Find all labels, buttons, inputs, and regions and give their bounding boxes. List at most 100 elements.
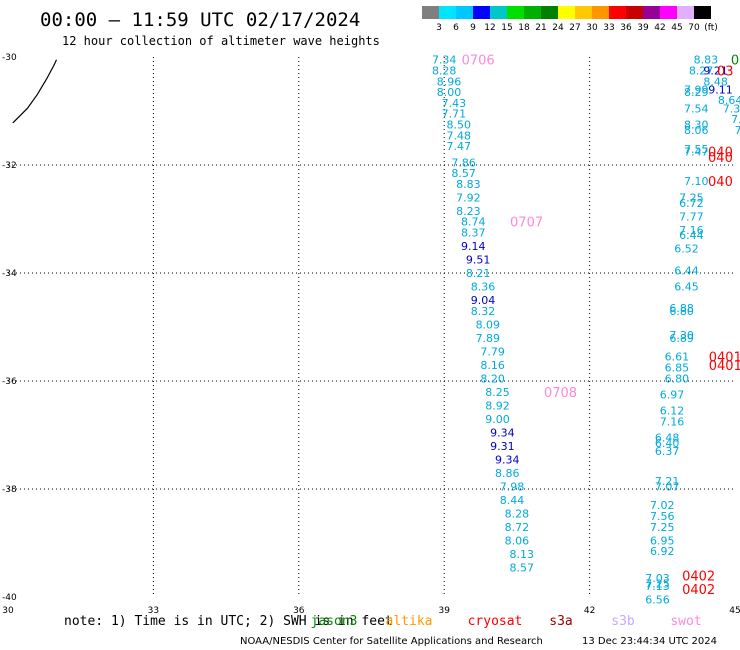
legend-note: note: 1) Time is in UTC; 2) SWH is in fe… [64, 614, 393, 629]
wave-height-value: 8.44 [500, 494, 525, 507]
color-scale-label: (ft) [704, 23, 718, 33]
chart-title: 00:00 – 11:59 UTC 02/17/2024 [40, 9, 360, 31]
color-swatch [694, 6, 711, 19]
wave-height-value: 8.09 [476, 318, 501, 331]
color-scale-label: 9 [470, 23, 476, 33]
color-swatch [541, 6, 558, 19]
pass-time-label: 0706 [462, 54, 495, 69]
pass-time-label: 040 [708, 151, 733, 166]
color-swatch [524, 6, 541, 19]
wave-height-value: 8.28 [505, 507, 530, 520]
wave-height-value: 8.21 [466, 267, 491, 280]
wave-height-value: 6.85 [665, 362, 690, 375]
wave-height-value: 9.21 [703, 65, 728, 78]
wave-height-value: 8.32 [471, 305, 496, 318]
wave-height-value: 8.06 [684, 124, 709, 137]
x-tick-label: 45 [729, 606, 740, 616]
color-scale-label: 33 [603, 23, 614, 33]
wave-height-value: 6.45 [674, 281, 699, 294]
wave-height-value: 7.92 [456, 191, 481, 204]
y-tick-label: -30 [2, 53, 17, 63]
wave-height-value: 7.48 [446, 129, 471, 142]
color-swatch [592, 6, 609, 19]
wave-height-value: 7.13 [645, 580, 670, 593]
y-tick-label: -38 [2, 485, 17, 495]
legend-row: note: 1) Time is in UTC; 2) SWH is in fe… [64, 614, 702, 629]
wave-height-value: 8.83 [456, 178, 481, 191]
wave-height-value: 8.20 [480, 372, 505, 385]
wave-height-value: 8.72 [505, 521, 530, 534]
y-tick-label: -32 [2, 161, 17, 171]
y-tick-label: -34 [2, 269, 17, 279]
wave-height-value: 7.98 [500, 480, 525, 493]
wave-height-value: 6.37 [655, 445, 680, 458]
color-swatch [507, 6, 524, 19]
color-scale-label: 3 [436, 23, 442, 33]
color-swatch [643, 6, 660, 19]
color-scale-label: 21 [535, 23, 546, 33]
wave-height-value: 6.97 [660, 389, 685, 402]
wave-height-value: 7.34 [432, 54, 457, 67]
pass-time-label: 0402 [682, 583, 715, 598]
wave-height-value: 6.95 [650, 534, 675, 547]
wave-height-value: 8.13 [509, 548, 534, 561]
wave-height-value: 7.86 [451, 156, 476, 169]
wave-height-value: 7.16 [679, 224, 704, 237]
wave-height-value: 7.25 [645, 578, 670, 591]
color-swatch [677, 6, 694, 19]
wave-height-value: 9.14 [461, 240, 486, 253]
wave-height-value: 7.25 [679, 191, 704, 204]
wave-height-value: 7.89 [476, 332, 501, 345]
x-tick-label: 30 [2, 606, 14, 616]
legend-item-altika: altika [386, 614, 433, 629]
color-swatch [575, 6, 592, 19]
wave-height-value: 8.86 [495, 467, 520, 480]
color-swatch [490, 6, 507, 19]
color-scale-bar: 3 6 9 12 15 18 21 24 27 30 33 36 39 42 45 70 (ft) [422, 6, 718, 33]
wave-height-value: 6.44 [679, 229, 704, 242]
wave-height-value: 8.29 [684, 86, 709, 99]
color-scale-label: 12 [484, 23, 495, 33]
wave-height-value: 7.54 [684, 102, 709, 115]
wave-height-value: 8.37 [461, 227, 486, 240]
color-swatch [439, 6, 456, 19]
color-scale-label: 42 [654, 23, 665, 33]
wave-height-value: 6.12 [660, 405, 685, 418]
color-scale-label: 24 [552, 23, 564, 33]
y-tick-label: -36 [2, 377, 17, 387]
wave-height-value: 7.79 [480, 345, 505, 358]
pass-time-label: 040 [708, 146, 733, 161]
color-scale-label: 18 [518, 23, 530, 33]
pass-time-label: 0401 [709, 359, 740, 374]
wave-height-value: 6.61 [665, 351, 690, 364]
wave-height-value: 7. [735, 124, 740, 137]
wave-height-value: 7.77 [679, 210, 704, 223]
wave-height-value: 8.23 [456, 205, 481, 218]
wave-height-value: 8.16 [480, 359, 505, 372]
color-scale-label: 39 [637, 23, 649, 33]
wave-height-value: 6.92 [650, 545, 675, 558]
wave-height-value: 8.28 [432, 65, 457, 78]
wave-height-value: 9.51 [466, 254, 491, 267]
legend-item-cryosat: cryosat [468, 614, 523, 629]
wave-height-value: 6.80 [665, 372, 690, 385]
wave-height-value: 6.48 [655, 432, 680, 445]
pass-time-label: 0 [731, 54, 739, 69]
wave-height-value: 7.37 [723, 102, 740, 115]
wave-height-value: 8.30 [684, 119, 709, 132]
footer-credit: NOAA/NESDIS Center for Satellite Applica… [240, 636, 543, 647]
legend-item-jason3: jason3 [311, 614, 358, 629]
wave-height-value: 9.11 [708, 83, 733, 96]
wave-height-value: 9.00 [485, 413, 510, 426]
wave-height-value: 7.43 [442, 97, 467, 110]
wave-height-value: 7.47 [446, 140, 471, 153]
wave-height-value: 8.64 [718, 94, 740, 107]
wave-height-value: 7.47 [684, 146, 709, 159]
wave-height-value: 8.57 [509, 561, 534, 574]
pass-time-label: 0401 [709, 351, 740, 366]
pass-time-label: 0708 [544, 386, 577, 401]
color-scale-label: 15 [501, 23, 512, 33]
wave-height-value: 7.02 [650, 499, 675, 512]
color-scale-label: 45 [671, 23, 682, 33]
